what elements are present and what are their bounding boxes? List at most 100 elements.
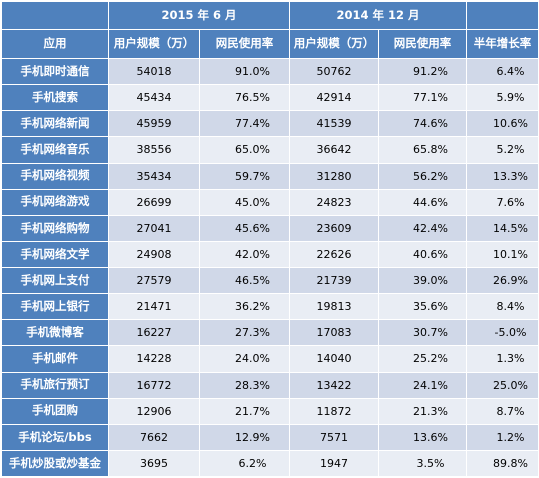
growth-cell: 1.3% (466, 345, 539, 373)
users-2015-cell: 3695 (108, 449, 200, 478)
rate-2015-cell: 76.5% (199, 84, 290, 112)
users-2014-cell: 19813 (289, 293, 379, 321)
users-2014-cell: 11872 (289, 397, 379, 425)
rate-2014-cell: 21.3% (378, 397, 467, 425)
rate-2015-cell: 12.9% (199, 423, 290, 451)
users-2014-cell: 7571 (289, 423, 379, 451)
users-2014-cell: 42914 (289, 84, 379, 112)
users-2015-cell: 27041 (108, 214, 200, 242)
table-row: 手机即时通信 54018 91.0% 50762 91.2% 6.4% (1, 57, 539, 86)
rate-2015-cell: 59.7% (199, 162, 290, 190)
users-2014-cell: 41539 (289, 110, 379, 138)
app-name-cell: 手机网络文学 (1, 240, 109, 269)
table-row: 手机网络音乐 38556 65.0% 36642 65.8% 5.2% (1, 136, 539, 164)
rate-2014-cell: 77.1% (378, 84, 467, 112)
app-name-cell: 手机网络游戏 (1, 188, 109, 216)
rate-2015-cell: 45.6% (199, 214, 290, 242)
app-name-cell: 手机即时通信 (1, 57, 109, 86)
table-row: 手机网络游戏 26699 45.0% 24823 44.6% 7.6% (1, 188, 539, 216)
rate-2014-cell: 91.2% (378, 57, 467, 86)
app-name-cell: 手机网络音乐 (1, 136, 109, 164)
users-2015-cell: 35434 (108, 162, 200, 190)
app-name-cell: 手机团购 (1, 397, 109, 425)
rate-2015-cell: 6.2% (199, 449, 290, 478)
users-2015-cell: 27579 (108, 266, 200, 295)
rate-2015-cell: 65.0% (199, 136, 290, 164)
users-2014-cell: 14040 (289, 345, 379, 373)
growth-cell: 10.6% (466, 110, 539, 138)
app-name-cell: 手机网上银行 (1, 293, 109, 321)
header-growth: 半年增长率 (466, 29, 539, 59)
growth-cell: 13.3% (466, 162, 539, 190)
table-row: 手机旅行预订 16772 28.3% 13422 24.1% 25.0% (1, 371, 539, 399)
rate-2014-cell: 74.6% (378, 110, 467, 138)
app-name-cell: 手机网络视频 (1, 162, 109, 190)
table-row: 手机邮件 14228 24.0% 14040 25.2% 1.3% (1, 345, 539, 373)
users-2014-cell: 1947 (289, 449, 379, 478)
header-users-2014: 用户规模（万） (289, 29, 379, 59)
rate-2015-cell: 27.3% (199, 319, 290, 347)
header-blank-cell (466, 1, 539, 30)
growth-cell: 6.4% (466, 57, 539, 86)
growth-cell: 10.1% (466, 240, 539, 269)
users-2015-cell: 21471 (108, 293, 200, 321)
users-2014-cell: 23609 (289, 214, 379, 242)
rate-2014-cell: 42.4% (378, 214, 467, 242)
growth-cell: 89.8% (466, 449, 539, 478)
users-2014-cell: 21739 (289, 266, 379, 295)
table-row: 手机网上支付 27579 46.5% 21739 39.0% 26.9% (1, 266, 539, 295)
rate-2015-cell: 42.0% (199, 240, 290, 269)
rate-2015-cell: 21.7% (199, 397, 290, 425)
rate-2014-cell: 44.6% (378, 188, 467, 216)
growth-cell: -5.0% (466, 319, 539, 347)
app-name-cell: 手机网络购物 (1, 214, 109, 242)
header-blank-cell (1, 1, 109, 30)
app-name-cell: 手机微博客 (1, 319, 109, 347)
users-2015-cell: 12906 (108, 397, 200, 425)
app-name-cell: 手机网上支付 (1, 266, 109, 295)
rate-2014-cell: 35.6% (378, 293, 467, 321)
table-row: 手机团购 12906 21.7% 11872 21.3% 8.7% (1, 397, 539, 425)
rate-2015-cell: 91.0% (199, 57, 290, 86)
table-row: 手机网络视频 35434 59.7% 31280 56.2% 13.3% (1, 162, 539, 190)
users-2014-cell: 36642 (289, 136, 379, 164)
header-period-2014-12: 2014 年 12 月 (289, 1, 467, 30)
users-2015-cell: 14228 (108, 345, 200, 373)
header-rate-2014: 网民使用率 (378, 29, 467, 59)
table-body: 手机即时通信 54018 91.0% 50762 91.2% 6.4% 手机搜索 45434 7… (1, 57, 539, 478)
header-app: 应用 (1, 29, 109, 59)
rate-2015-cell: 24.0% (199, 345, 290, 373)
app-name-cell: 手机邮件 (1, 345, 109, 373)
users-2014-cell: 31280 (289, 162, 379, 190)
app-name-cell: 手机论坛/bbs (1, 423, 109, 451)
header-row-columns: 应用 用户规模（万） 网民使用率 用户规模（万） 网民使用率 半年增长率 (1, 29, 539, 59)
growth-cell: 5.2% (466, 136, 539, 164)
table-row: 手机微博客 16227 27.3% 17083 30.7% -5.0% (1, 319, 539, 347)
users-2015-cell: 24908 (108, 240, 200, 269)
growth-cell: 8.7% (466, 397, 539, 425)
table-row: 手机网络新闻 45959 77.4% 41539 74.6% 10.6% (1, 110, 539, 138)
users-2015-cell: 26699 (108, 188, 200, 216)
rate-2015-cell: 45.0% (199, 188, 290, 216)
table-row: 手机搜索 45434 76.5% 42914 77.1% 5.9% (1, 84, 539, 112)
users-2015-cell: 54018 (108, 57, 200, 86)
users-2014-cell: 13422 (289, 371, 379, 399)
table-row: 手机炒股或炒基金 3695 6.2% 1947 3.5% 89.8% (1, 449, 539, 478)
header-row-periods: 2015 年 6 月 2014 年 12 月 (1, 1, 539, 30)
rate-2014-cell: 25.2% (378, 345, 467, 373)
growth-cell: 14.5% (466, 214, 539, 242)
table-row: 手机论坛/bbs 7662 12.9% 7571 13.6% 1.2% (1, 423, 539, 451)
table-row: 手机网络购物 27041 45.6% 23609 42.4% 14.5% (1, 214, 539, 242)
rate-2014-cell: 13.6% (378, 423, 467, 451)
table-row: 手机网上银行 21471 36.2% 19813 35.6% 8.4% (1, 293, 539, 321)
app-name-cell: 手机炒股或炒基金 (1, 449, 109, 478)
rate-2014-cell: 30.7% (378, 319, 467, 347)
users-2014-cell: 24823 (289, 188, 379, 216)
users-2014-cell: 22626 (289, 240, 379, 269)
rate-2014-cell: 56.2% (378, 162, 467, 190)
users-2014-cell: 17083 (289, 319, 379, 347)
rate-2014-cell: 65.8% (378, 136, 467, 164)
rate-2015-cell: 77.4% (199, 110, 290, 138)
